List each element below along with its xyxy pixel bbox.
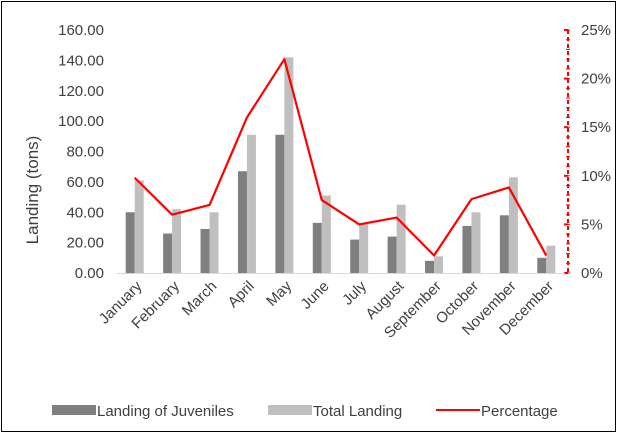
- bar-juveniles: [163, 233, 173, 273]
- legend-percentage-label: Percentage: [481, 403, 558, 420]
- bar-total-landing: [246, 134, 256, 273]
- bar-total-landing: [359, 222, 369, 273]
- y-tick-label: 0.00: [75, 265, 104, 282]
- y-tick-label: 160.00: [58, 22, 104, 39]
- bar-total-landing: [209, 212, 219, 273]
- y2-tick-label: 5%: [581, 216, 603, 233]
- bar-total-landing: [396, 204, 406, 273]
- y2-tick-label: 15%: [581, 119, 611, 136]
- x-tick-label: April: [225, 278, 258, 311]
- bar-juveniles: [462, 225, 472, 273]
- y-tick-label: 100.00: [58, 113, 104, 130]
- y-tick-label: 60.00: [66, 174, 104, 191]
- y-tick-label: 140.00: [58, 52, 104, 69]
- y-tick-label: 120.00: [58, 83, 104, 100]
- bar-juveniles: [125, 212, 135, 273]
- x-tick-label: March: [179, 278, 220, 319]
- bar-total-landing: [508, 177, 518, 273]
- y-tick-label: 40.00: [66, 204, 104, 221]
- bar-juveniles: [312, 222, 322, 273]
- bar-juveniles: [237, 171, 247, 273]
- y-axis-title: Landing (tons): [23, 136, 42, 245]
- percentage-line: [133, 58, 548, 257]
- x-tick-label: May: [263, 277, 295, 309]
- legend-juveniles-swatch: [52, 405, 96, 415]
- bar-juveniles: [387, 236, 397, 273]
- bar-juveniles: [200, 228, 210, 273]
- y2-tick-label: 10%: [581, 168, 611, 185]
- bar-total-landing: [321, 195, 331, 273]
- bar-total-landing: [471, 212, 481, 273]
- y2-tick-label: 20%: [581, 71, 611, 88]
- bar-juveniles: [499, 215, 509, 273]
- bar-juveniles: [537, 257, 547, 273]
- y2-tick-label: 25%: [581, 22, 611, 39]
- bar-juveniles: [275, 134, 285, 273]
- x-tick-label: June: [298, 278, 333, 313]
- bar-total-landing: [434, 256, 444, 273]
- legend-total-landing-label: Total Landing: [313, 403, 402, 420]
- y-tick-label: 20.00: [66, 235, 104, 252]
- bar-juveniles: [350, 239, 360, 273]
- y2-tick-label: 0%: [581, 265, 603, 282]
- bar-juveniles: [425, 260, 435, 273]
- bar-total-landing: [284, 57, 294, 274]
- x-tick-label: July: [339, 277, 370, 308]
- y-tick-label: 80.00: [66, 144, 104, 161]
- bar-total-landing: [172, 209, 182, 273]
- legend-juveniles-label: Landing of Juveniles: [97, 403, 234, 420]
- bar-total-landing: [134, 180, 144, 273]
- legend-total-landing-swatch: [268, 405, 312, 415]
- bar-total-landing: [546, 245, 556, 273]
